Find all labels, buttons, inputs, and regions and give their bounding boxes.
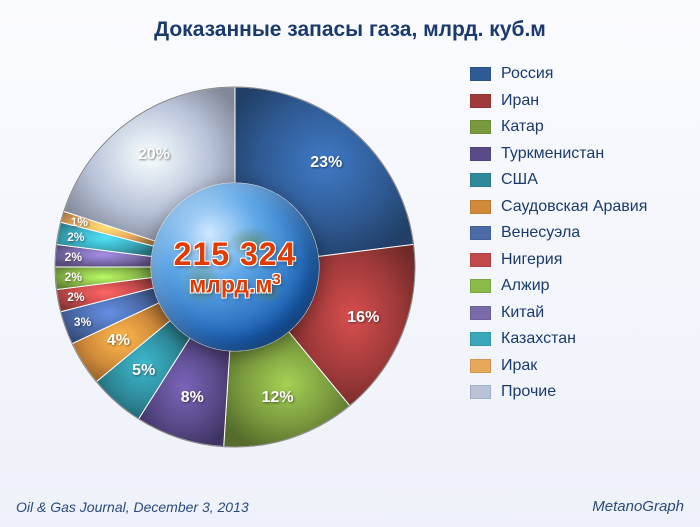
slice-percent-label: 1% xyxy=(71,215,88,229)
legend-item: Прочие xyxy=(470,383,690,401)
legend-label: Катар xyxy=(501,118,544,136)
slice-percent-label: 2% xyxy=(67,230,84,244)
legend-label: Казахстан xyxy=(501,330,576,348)
slice-percent-label: 5% xyxy=(132,362,155,380)
center-unit-sup: 3 xyxy=(272,271,280,288)
legend-swatch xyxy=(470,253,491,267)
legend: Россия Иран Катар Туркменистан США Саудовская… xyxy=(470,65,690,410)
legend-item: Иран xyxy=(470,92,690,110)
legend-item: Ирак xyxy=(470,357,690,375)
slice-percent-label: 2% xyxy=(65,270,82,284)
legend-label: Венесуэла xyxy=(501,224,580,242)
slice-percent-label: 23% xyxy=(310,154,342,172)
legend-swatch xyxy=(470,385,491,399)
legend-label: Ирак xyxy=(501,357,537,375)
legend-item: Саудовская Аравия xyxy=(470,198,690,216)
source-citation: Oil & Gas Journal, December 3, 2013 xyxy=(16,499,249,515)
legend-label: США xyxy=(501,171,538,189)
center-total-value: 215 324 xyxy=(174,236,297,273)
legend-swatch xyxy=(470,147,491,161)
legend-item: США xyxy=(470,171,690,189)
legend-swatch xyxy=(470,226,491,240)
center-unit: млрд.м3 xyxy=(189,271,280,299)
slice-percent-label: 3% xyxy=(74,315,91,329)
legend-item: Венесуэла xyxy=(470,224,690,242)
slice-percent-label: 16% xyxy=(347,309,379,327)
legend-label: Нигерия xyxy=(501,251,562,269)
legend-label: Иран xyxy=(501,92,539,110)
legend-label: Россия xyxy=(501,65,553,83)
slice-percent-label: 12% xyxy=(262,389,294,407)
legend-label: Китай xyxy=(501,304,544,322)
slice-percent-label: 2% xyxy=(67,290,84,304)
legend-swatch xyxy=(470,94,491,108)
watermark: MetanoGraph xyxy=(592,498,684,515)
pie-chart: 215 324 млрд.м3 23% 16% 12% 8% 5%4% 3% 2% 2% 2% 2… xyxy=(20,62,450,472)
legend-item: Россия xyxy=(470,65,690,83)
center-globe: 215 324 млрд.м3 xyxy=(151,183,319,351)
legend-swatch xyxy=(470,306,491,320)
center-unit-text: млрд.м xyxy=(189,271,272,297)
legend-label: Прочие xyxy=(501,383,556,401)
legend-item: Китай xyxy=(470,304,690,322)
legend-item: Катар xyxy=(470,118,690,136)
legend-label: Саудовская Аравия xyxy=(501,198,647,216)
chart-title: Доказанные запасы газа, млрд. куб.м xyxy=(0,0,700,42)
legend-swatch xyxy=(470,200,491,214)
legend-swatch xyxy=(470,120,491,134)
slice-percent-label: 4% xyxy=(107,332,130,350)
legend-swatch xyxy=(470,67,491,81)
legend-item: Алжир xyxy=(470,277,690,295)
legend-swatch xyxy=(470,332,491,346)
legend-item: Казахстан xyxy=(470,330,690,348)
slice-percent-label: 20% xyxy=(138,146,170,164)
legend-swatch xyxy=(470,173,491,187)
legend-label: Алжир xyxy=(501,277,550,295)
legend-label: Туркменистан xyxy=(501,145,604,163)
slice-percent-label: 2% xyxy=(65,250,82,264)
legend-swatch xyxy=(470,279,491,293)
slice-percent-label: 8% xyxy=(181,389,204,407)
legend-swatch xyxy=(470,359,491,373)
legend-item: Нигерия xyxy=(470,251,690,269)
legend-item: Туркменистан xyxy=(470,145,690,163)
